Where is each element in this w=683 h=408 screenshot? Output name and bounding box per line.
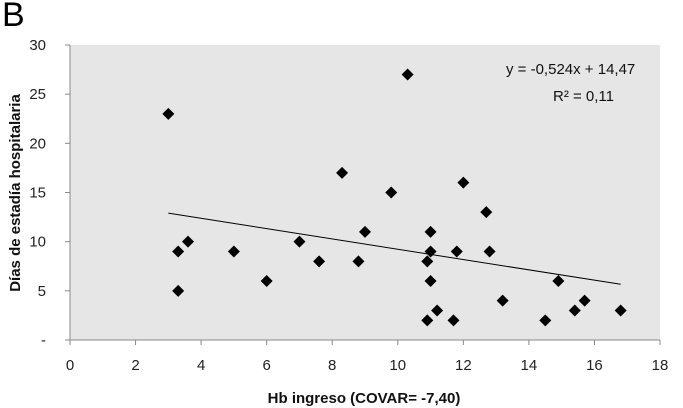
panel-letter: B xyxy=(2,0,25,34)
data-point xyxy=(480,206,493,219)
y-tick-labels: - 5 10 15 20 25 30 xyxy=(29,37,46,349)
data-points xyxy=(162,68,627,327)
data-point xyxy=(424,275,437,287)
y-tick-label: 15 xyxy=(29,185,46,202)
x-tick-label: 6 xyxy=(262,357,270,374)
data-point xyxy=(450,245,463,258)
y-tick-label: 20 xyxy=(29,135,46,152)
data-point xyxy=(539,314,552,327)
data-point xyxy=(483,245,496,258)
data-point xyxy=(352,255,365,268)
x-tick-label: 12 xyxy=(455,357,472,374)
plot-area xyxy=(70,45,660,340)
x-tick-label: 4 xyxy=(197,357,205,374)
x-tick-label: 18 xyxy=(652,357,669,374)
data-point xyxy=(447,314,460,327)
trendline-group xyxy=(168,212,621,285)
x-tick-label: 14 xyxy=(521,357,538,374)
data-point xyxy=(496,294,509,307)
data-point xyxy=(162,107,175,120)
data-point xyxy=(424,225,437,238)
data-point xyxy=(313,255,326,268)
data-point xyxy=(227,245,240,258)
x-axis-title: Hb ingreso (COVAR= -7,40) xyxy=(268,390,461,407)
data-point xyxy=(172,245,185,258)
data-point xyxy=(336,166,349,179)
x-tick-label: 2 xyxy=(131,357,139,374)
data-point xyxy=(385,186,398,199)
y-tick-label: 25 xyxy=(29,86,46,103)
trendline-equation: y = -0,524x + 14,47 xyxy=(506,61,635,78)
data-point xyxy=(457,176,470,189)
data-point xyxy=(260,275,273,287)
trendline xyxy=(168,212,621,285)
data-point xyxy=(614,304,627,317)
axes xyxy=(65,44,661,345)
r-squared-label: R² = 0,11 xyxy=(553,88,614,105)
y-tick-label: 5 xyxy=(38,283,46,300)
x-tick-labels: 0 2 4 6 8 10 12 14 16 18 xyxy=(66,357,669,374)
data-point xyxy=(172,284,185,297)
x-tick-label: 0 xyxy=(66,357,74,374)
x-tick-label: 8 xyxy=(328,357,336,374)
data-point xyxy=(552,275,565,287)
data-point xyxy=(421,255,434,268)
data-point xyxy=(578,294,591,307)
data-point xyxy=(401,68,414,81)
y-axis-title: Días de estadía hospitalaria xyxy=(7,94,24,292)
data-point xyxy=(431,304,444,317)
data-point xyxy=(359,225,371,238)
data-point xyxy=(293,235,306,248)
data-point xyxy=(182,235,194,248)
x-tick-label: 16 xyxy=(586,357,603,374)
data-point xyxy=(568,304,581,317)
data-point xyxy=(424,245,437,258)
y-tick-label: 30 xyxy=(29,37,46,54)
data-point xyxy=(421,314,434,327)
y-tick-label: - xyxy=(41,332,46,349)
y-tick-label: 10 xyxy=(29,234,46,251)
x-tick-label: 10 xyxy=(389,357,406,374)
